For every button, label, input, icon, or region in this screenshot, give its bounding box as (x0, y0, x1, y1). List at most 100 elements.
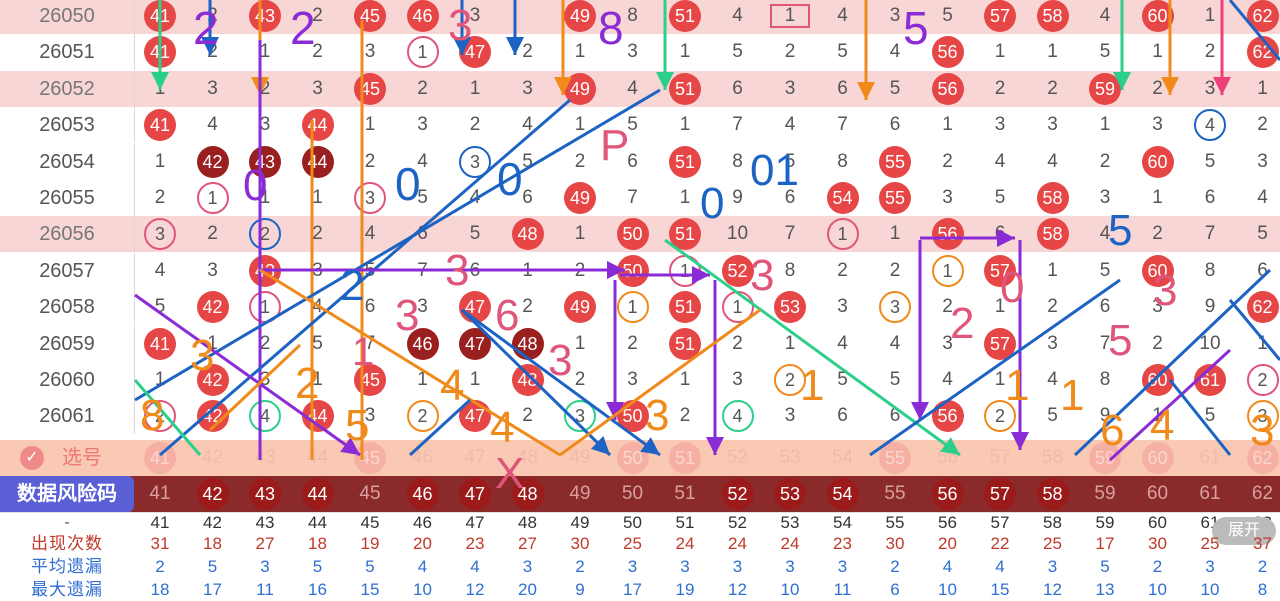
risk-number[interactable]: 50 (621, 483, 644, 504)
number-ball[interactable]: 46 (406, 327, 439, 360)
risk-ball[interactable]: 57 (984, 478, 1016, 510)
number-ball[interactable]: 47 (459, 327, 491, 360)
check-icon[interactable]: ✓ (20, 446, 44, 470)
number-ball[interactable]: 56 (931, 36, 964, 69)
number-ball[interactable]: 44 (301, 109, 334, 142)
select-number[interactable]: 42 (201, 447, 224, 468)
number-ball[interactable]: 44 (301, 400, 334, 433)
number-ball[interactable]: 55 (879, 182, 911, 214)
number-ball[interactable]: 42 (196, 291, 229, 324)
number-ball[interactable]: 41 (144, 327, 176, 360)
number-ball[interactable]: 45 (354, 72, 386, 105)
number-ball[interactable]: 49 (564, 0, 596, 32)
risk-ball[interactable]: 56 (931, 478, 964, 510)
number-ball[interactable]: 56 (931, 218, 964, 251)
number-ball[interactable]: 41 (144, 0, 176, 32)
risk-number[interactable]: 45 (359, 483, 381, 504)
number-ball[interactable]: 42 (196, 364, 229, 396)
number-ball[interactable]: 50 (616, 218, 649, 251)
number-ball[interactable]: 51 (669, 218, 701, 251)
select-ball[interactable]: 41 (144, 442, 176, 474)
select-ball[interactable]: 62 (1246, 442, 1279, 474)
risk-number[interactable]: 41 (149, 483, 171, 504)
number-ball[interactable]: 50 (616, 400, 649, 433)
number-ball[interactable]: 51 (669, 327, 701, 360)
risk-number[interactable]: 51 (674, 483, 696, 504)
number-ball[interactable]: 43 (249, 145, 281, 178)
select-number[interactable]: 44 (306, 447, 329, 468)
number-ball[interactable]: 51 (669, 72, 701, 105)
number-ball[interactable]: 57 (984, 0, 1016, 32)
risk-ball[interactable]: 58 (1036, 478, 1069, 510)
select-ball[interactable]: 59 (1089, 442, 1121, 474)
risk-ball[interactable]: 53 (774, 478, 806, 510)
risk-number[interactable]: 49 (569, 483, 591, 504)
number-ball[interactable]: 47 (459, 400, 491, 433)
number-ball[interactable]: 53 (774, 291, 806, 324)
number-ball[interactable]: 42 (196, 145, 229, 178)
risk-ball[interactable]: 54 (826, 478, 859, 510)
select-number[interactable]: 54 (831, 447, 854, 468)
number-ball[interactable]: 56 (931, 72, 964, 105)
select-number-row[interactable]: ✓ 选号 41 42 43 44 45 46 47 48 49 50 51 52 53 54 55 56 57 5… (0, 440, 1280, 476)
number-ball[interactable]: 41 (144, 109, 176, 142)
number-ball[interactable]: 48 (511, 327, 544, 360)
risk-ball[interactable]: 42 (196, 478, 229, 510)
select-number[interactable]: 47 (464, 447, 486, 468)
select-ball[interactable]: 50 (616, 442, 649, 474)
risk-number[interactable]: 60 (1146, 483, 1169, 504)
number-ball[interactable]: 57 (984, 254, 1016, 287)
risk-ball[interactable]: 46 (406, 478, 439, 510)
risk-ball[interactable]: 44 (301, 478, 334, 510)
number-ball[interactable]: 60 (1141, 145, 1174, 178)
number-ball[interactable]: 50 (616, 254, 649, 287)
select-number[interactable]: 56 (936, 447, 959, 468)
number-ball[interactable]: 54 (826, 182, 859, 214)
number-ball[interactable]: 51 (669, 291, 701, 324)
select-ball[interactable]: 55 (879, 442, 911, 474)
number-ball[interactable]: 55 (879, 145, 911, 178)
number-ball[interactable]: 49 (564, 291, 596, 324)
select-number[interactable]: 57 (989, 447, 1011, 468)
number-ball[interactable]: 57 (984, 327, 1016, 360)
number-ball[interactable]: 62 (1246, 36, 1279, 69)
select-number-label-area[interactable]: ✓ 选号 (0, 440, 134, 476)
risk-number[interactable]: 61 (1199, 483, 1221, 504)
number-ball[interactable]: 44 (301, 145, 334, 178)
number-ball[interactable]: 46 (406, 0, 439, 32)
risk-ball[interactable]: 52 (721, 478, 754, 510)
select-number[interactable]: 43 (254, 447, 276, 468)
number-ball[interactable]: 43 (249, 254, 281, 287)
number-ball[interactable]: 49 (564, 182, 596, 214)
number-ball[interactable]: 49 (564, 72, 596, 105)
number-ball[interactable]: 60 (1141, 254, 1174, 287)
number-ball[interactable]: 45 (354, 0, 386, 32)
select-number[interactable]: 53 (779, 447, 801, 468)
select-ball[interactable]: 51 (669, 442, 701, 474)
risk-number[interactable]: 55 (884, 483, 906, 504)
select-ball[interactable]: 60 (1141, 442, 1174, 474)
select-ball[interactable]: 45 (354, 442, 386, 474)
number-ball[interactable]: 56 (931, 400, 964, 433)
risk-ball[interactable]: 43 (249, 478, 281, 510)
number-ball[interactable]: 60 (1141, 0, 1174, 32)
number-ball[interactable]: 48 (511, 364, 544, 396)
number-ball[interactable]: 58 (1036, 218, 1069, 251)
number-ball[interactable]: 62 (1246, 0, 1279, 32)
number-ball[interactable]: 61 (1194, 364, 1226, 396)
risk-code-label[interactable]: 数据风险码 (0, 476, 134, 512)
expand-button[interactable]: 展开 (1212, 517, 1276, 545)
number-ball[interactable]: 59 (1089, 72, 1121, 105)
number-ball[interactable]: 42 (196, 400, 229, 433)
number-ball[interactable]: 60 (1141, 364, 1174, 396)
select-number[interactable]: 48 (516, 447, 539, 468)
number-ball[interactable]: 47 (459, 36, 491, 69)
select-number[interactable]: 52 (726, 447, 749, 468)
select-number[interactable]: 61 (1199, 447, 1221, 468)
risk-ball[interactable]: 48 (511, 478, 544, 510)
select-number[interactable]: 46 (411, 447, 434, 468)
risk-number[interactable]: 59 (1094, 483, 1116, 504)
number-ball[interactable]: 58 (1036, 182, 1069, 214)
number-ball[interactable]: 62 (1246, 291, 1279, 324)
number-ball[interactable]: 51 (669, 0, 701, 32)
